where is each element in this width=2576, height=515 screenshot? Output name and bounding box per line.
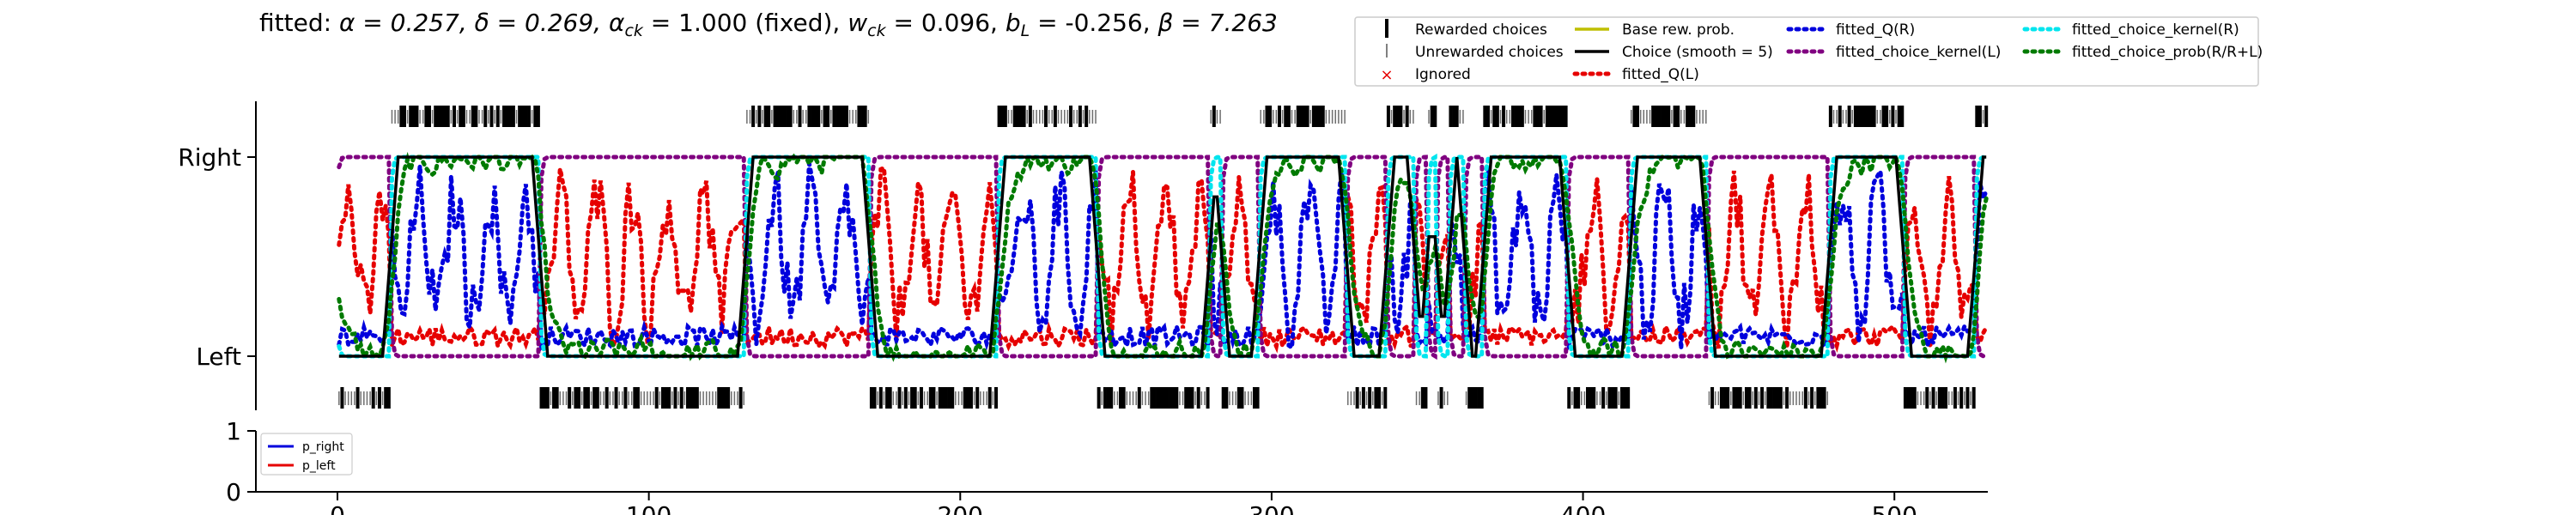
x-ticks: 0 100 200 300 400 500 xyxy=(330,492,1917,515)
legend: Rewarded choices Unrewarded choices × Ignor… xyxy=(1354,16,2263,87)
rewarded-ticks-right xyxy=(399,106,1989,127)
unrewarded-ticks-left xyxy=(338,391,1971,405)
legend-label: Rewarded choices xyxy=(1415,21,1547,39)
legend-label: Choice (smooth = 5) xyxy=(1622,44,1773,61)
legend-label: Ignored xyxy=(1415,66,1471,83)
legend-label: fitted_Q(R) xyxy=(1836,21,1915,39)
legend-label: fitted_choice_kernel(L) xyxy=(1836,44,2001,61)
series-lines xyxy=(337,150,1989,365)
chart-title: fitted: α = 0.257, δ = 0.269, αck = 1.00… xyxy=(259,9,1278,40)
choice-axes: Left Right xyxy=(178,101,1989,410)
series-choice-smoothed xyxy=(338,155,1987,358)
y-ticks: Left Right xyxy=(178,143,256,371)
legend-item: Base rew. prob. xyxy=(1575,21,1735,39)
legend-item: Unrewarded choices xyxy=(1386,44,1564,61)
legend-item: fitted_choice_kernel(L) xyxy=(1786,44,2001,61)
legend-item: fitted_Q(L) xyxy=(1572,66,1699,83)
y-tick-label: Left xyxy=(196,342,241,371)
legend-label: fitted_choice_prob(R/R+L) xyxy=(2072,44,2263,61)
series-choice-kernel-left xyxy=(337,154,1989,360)
y-tick-label: 1 xyxy=(226,417,241,445)
legend-label: Base rew. prob. xyxy=(1622,21,1735,39)
legend-item: × Ignored xyxy=(1380,66,1470,84)
legend-item: p_right xyxy=(268,440,344,454)
legend-label: Unrewarded choices xyxy=(1415,44,1564,61)
legend-bottom: p_right p_left xyxy=(260,433,353,476)
legend-item: Choice (smooth = 5) xyxy=(1575,44,1773,61)
legend-item: fitted_choice_prob(R/R+L) xyxy=(2022,44,2263,61)
x-tick-label: 100 xyxy=(626,501,671,515)
x-tick-label: 0 xyxy=(330,501,345,515)
legend-label: p_left xyxy=(302,459,336,473)
legend-label: fitted_choice_kernel(R) xyxy=(2072,21,2239,39)
series-fitted-q-left xyxy=(337,164,1989,354)
legend-label: p_right xyxy=(302,440,344,454)
y-ticks-bottom: 01 xyxy=(226,417,256,506)
legend-item: p_left xyxy=(268,459,336,473)
series-fitted-q-right xyxy=(337,162,1989,354)
legend-item: fitted_choice_kernel(R) xyxy=(2022,21,2239,39)
rewarded-ticks-left xyxy=(340,387,1976,409)
unrewarded-ticks-right xyxy=(391,110,1984,124)
x-tick-label: 500 xyxy=(1871,501,1917,515)
legend-swatch: × xyxy=(1380,66,1393,84)
y-tick-label: 0 xyxy=(226,478,241,506)
x-tick-label: 400 xyxy=(1560,501,1606,515)
legend-label: fitted_Q(L) xyxy=(1622,66,1699,83)
x-tick-label: 200 xyxy=(938,501,983,515)
legend-item: Rewarded choices xyxy=(1385,19,1547,39)
y-tick-label: Right xyxy=(178,143,241,172)
x-tick-label: 300 xyxy=(1249,501,1294,515)
legend-item: fitted_Q(R) xyxy=(1786,21,1915,39)
series-choice-prob xyxy=(337,150,1989,365)
